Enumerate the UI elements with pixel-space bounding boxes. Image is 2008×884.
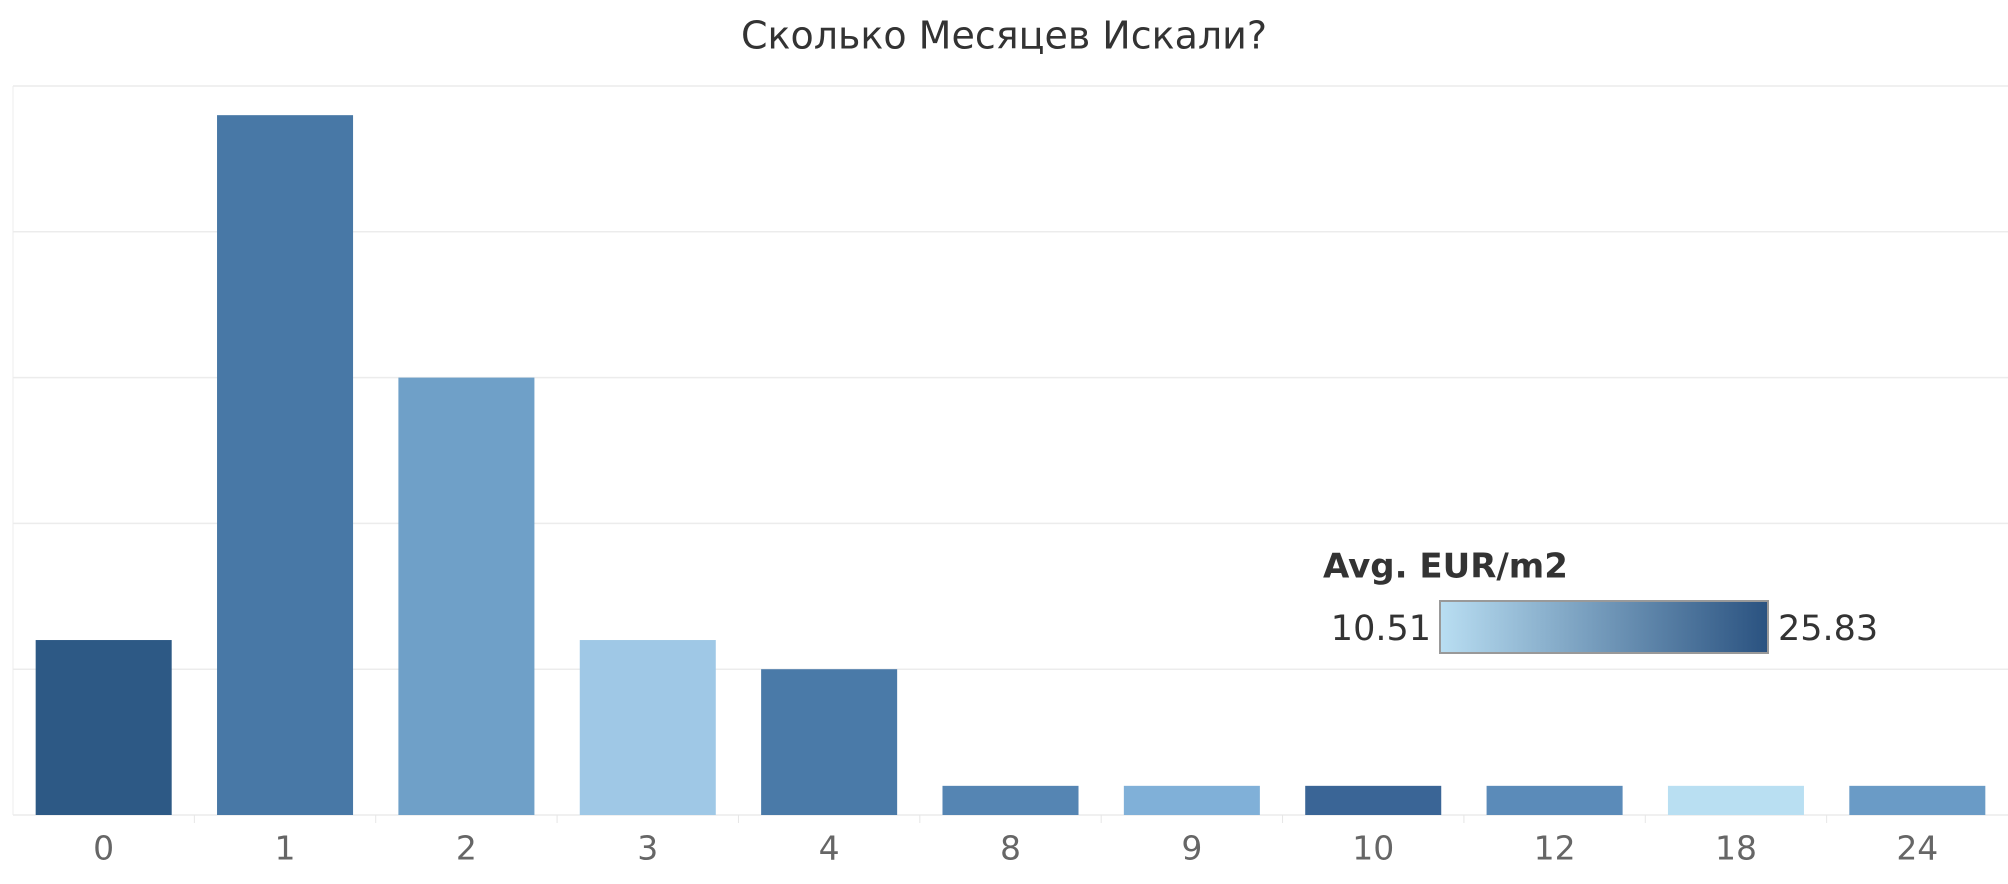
- bar: [1667, 785, 1804, 815]
- bar: [761, 669, 898, 815]
- x-tick-label: 12: [1534, 829, 1576, 868]
- bar: [1305, 785, 1442, 815]
- legend-min: 10.51: [1331, 609, 1431, 649]
- bar: [1123, 785, 1260, 815]
- legend-gradient: [1439, 600, 1769, 654]
- x-tick-label: 9: [1181, 829, 1202, 868]
- chart-title: Сколько Месяцев Искали?: [741, 14, 1267, 58]
- x-tick-label: 0: [93, 829, 114, 868]
- bar: [398, 377, 535, 815]
- x-tick-label: 2: [456, 829, 477, 868]
- x-tick-label: 8: [1000, 829, 1021, 868]
- bar: [217, 115, 354, 815]
- x-tick-label: 1: [275, 829, 296, 868]
- bar: [1486, 785, 1623, 815]
- x-tick-label: 4: [819, 829, 840, 868]
- x-tick-label: 10: [1352, 829, 1394, 868]
- bar: [1849, 785, 1986, 815]
- legend-max: 25.83: [1778, 609, 1878, 649]
- x-tick-label: 24: [1896, 829, 1938, 868]
- bar: [942, 785, 1079, 815]
- x-tick-label: 3: [637, 829, 658, 868]
- bar: [35, 640, 172, 815]
- x-tick-label: 18: [1715, 829, 1757, 868]
- legend-title: Avg. EUR/m2: [1323, 547, 1568, 587]
- bar: [579, 640, 716, 815]
